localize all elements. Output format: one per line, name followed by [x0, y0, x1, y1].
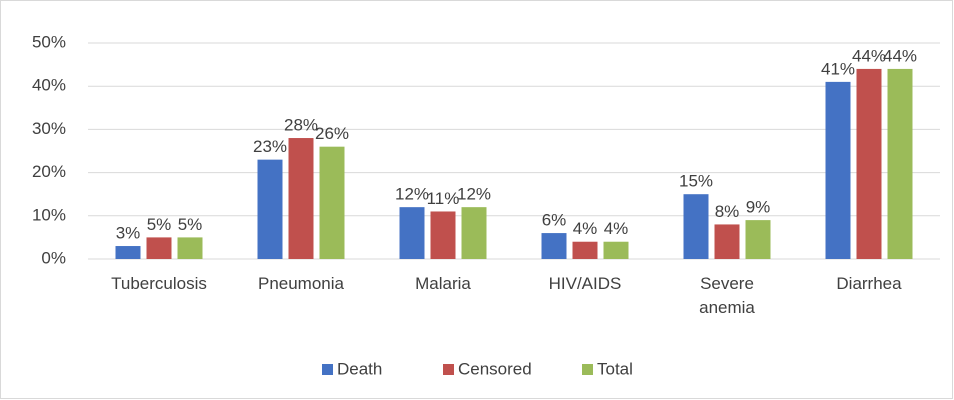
data-label: 3% [116, 224, 141, 243]
bar [257, 159, 283, 259]
data-label: 4% [573, 219, 598, 238]
bar [319, 146, 345, 259]
bar [177, 237, 203, 259]
x-tick-label: Pneumonia [257, 274, 344, 293]
legend-swatch [443, 364, 454, 375]
data-label: 12% [395, 185, 429, 204]
data-label: 5% [178, 215, 203, 234]
y-tick-label: 10% [32, 205, 66, 224]
y-tick-label: 20% [32, 162, 66, 181]
data-label: 4% [604, 219, 629, 238]
bar [430, 211, 456, 259]
data-label: 8% [715, 202, 740, 221]
x-tick-label: Severe anemia [699, 274, 755, 317]
legend-label: Censored [458, 359, 532, 378]
data-label: 6% [542, 211, 567, 230]
bar [887, 68, 913, 259]
bar [115, 246, 141, 259]
data-label: 11% [427, 189, 460, 208]
data-label: 12% [457, 185, 491, 204]
bar [683, 194, 709, 259]
legend-label: Total [597, 359, 633, 378]
x-tick-label: Tuberculosis [111, 274, 207, 293]
data-label: 26% [315, 124, 349, 143]
bar [572, 241, 598, 259]
x-tick-label: Diarrhea [836, 274, 902, 293]
legend-label: Death [337, 359, 382, 378]
y-tick-label: 0% [41, 248, 66, 267]
bar [146, 237, 172, 259]
y-tick-label: 30% [32, 119, 66, 138]
legend-swatch [582, 364, 593, 375]
bar [461, 207, 487, 259]
data-label: 41% [821, 59, 855, 78]
data-label: 15% [679, 172, 713, 191]
y-tick-label: 40% [32, 76, 66, 95]
legend-swatch [322, 364, 333, 375]
bar [825, 81, 851, 259]
y-tick-label: 50% [32, 32, 66, 51]
x-tick-label: Malaria [415, 274, 471, 293]
bar [603, 241, 629, 259]
bar [745, 220, 771, 259]
data-label: 9% [746, 198, 771, 217]
data-label: 44% [852, 46, 886, 65]
bar [288, 138, 314, 259]
data-label: 23% [253, 137, 287, 156]
data-label: 5% [147, 215, 172, 234]
bar [714, 224, 740, 259]
bar [399, 207, 425, 259]
data-label: 44% [883, 46, 917, 65]
bar [856, 68, 882, 259]
data-label: 28% [284, 116, 318, 135]
bar [541, 233, 567, 259]
x-tick-label: HIV/AIDS [548, 274, 622, 293]
